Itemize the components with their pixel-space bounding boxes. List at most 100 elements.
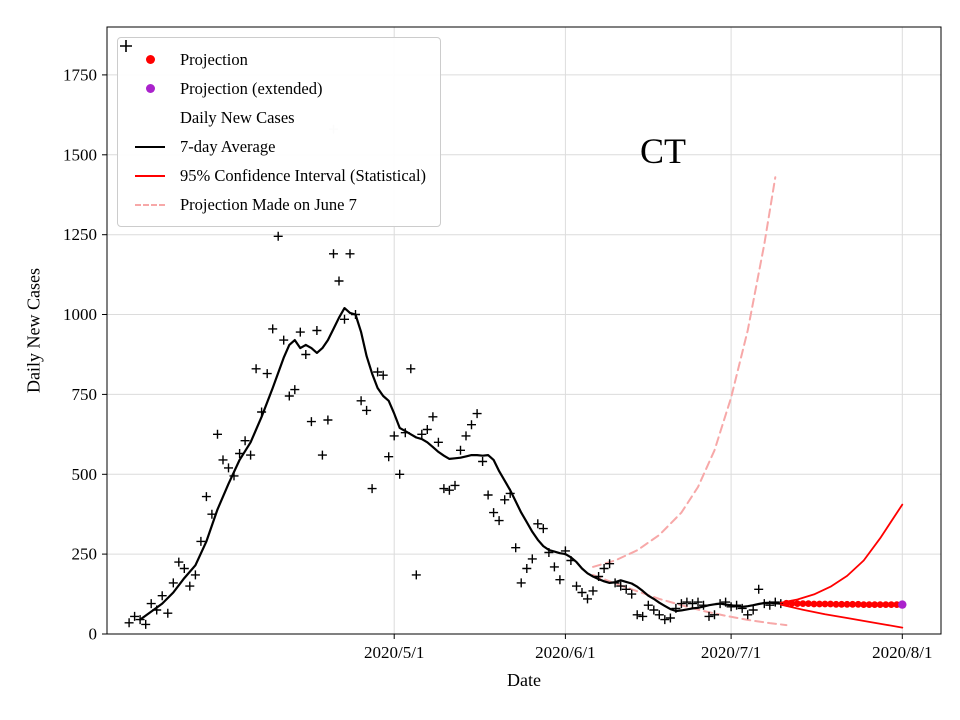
scatter-plus-marker <box>395 469 405 479</box>
scatter-plus-marker <box>522 564 532 573</box>
x-tick-label: 2020/7/1 <box>701 643 761 662</box>
scatter-plus-marker <box>649 605 659 615</box>
scatter-plus-marker <box>417 429 427 439</box>
scatter-plus-marker <box>450 480 460 490</box>
scatter-plus-marker <box>268 324 278 334</box>
y-tick-label: 250 <box>72 545 98 564</box>
scatter-dot-marker <box>816 600 823 608</box>
scatter-plus-marker <box>588 586 598 596</box>
scatter-plus-marker <box>483 490 493 500</box>
scatter-plus-marker <box>146 599 156 609</box>
scatter-plus-marker <box>616 581 626 591</box>
scatter-plus-marker <box>279 335 289 345</box>
scatter-plus-marker <box>246 450 256 460</box>
red-line-marker-icon <box>128 174 172 177</box>
scatter-plus-marker <box>660 615 670 625</box>
scatter-plus-marker <box>627 589 637 599</box>
pink-dashed-marker-icon <box>128 203 172 206</box>
scatter-plus-marker <box>185 581 195 591</box>
scatter-plus-marker <box>439 484 449 494</box>
scatter-plus-marker <box>124 618 134 628</box>
scatter-plus-marker <box>306 417 316 427</box>
series-line <box>592 573 788 627</box>
scatter-plus-marker <box>494 516 504 526</box>
scatter-plus-marker <box>329 249 338 259</box>
scatter-plus-marker <box>141 619 151 629</box>
scatter-plus-marker <box>748 605 758 615</box>
scatter-plus-marker <box>527 554 537 564</box>
series-line <box>139 307 782 621</box>
y-tick-label: 500 <box>72 465 98 484</box>
scatter-plus-marker <box>290 385 300 395</box>
scatter-plus-marker <box>163 608 173 618</box>
scatter-plus-marker <box>654 610 664 620</box>
scatter-plus-marker <box>704 611 714 621</box>
scatter-dot-marker <box>849 600 856 608</box>
scatter-plus-marker <box>157 591 167 601</box>
scatter-plus-marker <box>411 570 421 580</box>
scatter-plus-marker <box>428 412 438 422</box>
plot-border <box>106 26 942 635</box>
scatter-plus-marker <box>168 578 178 588</box>
scatter-plus-marker <box>356 396 366 406</box>
legend-label: Projection Made on June 7 <box>180 194 357 214</box>
series <box>124 124 907 629</box>
scatter-plus-marker <box>693 597 703 607</box>
scatter-plus-marker <box>478 457 488 466</box>
scatter-plus-marker <box>174 557 184 567</box>
scatter-plus-marker <box>489 508 499 518</box>
scatter-plus-marker <box>638 611 648 621</box>
scatter-dot-marker <box>854 600 862 608</box>
scatter-plus-marker <box>632 610 642 620</box>
scatter-plus-marker <box>754 584 764 594</box>
legend-label: 7-day Average <box>180 136 276 156</box>
series-line <box>779 503 904 604</box>
y-axis-label: Daily New Cases <box>23 268 44 393</box>
scatter-dot-marker <box>871 601 879 608</box>
legend-item-daily-new-cases: Daily New Cases <box>120 40 426 132</box>
series-line <box>779 603 904 629</box>
scatter-plus-marker <box>621 584 631 594</box>
scatter-plus-marker <box>682 597 692 607</box>
scatter-plus-marker <box>461 431 471 441</box>
scatter-plus-marker <box>240 436 250 446</box>
scatter-plus-marker <box>583 594 592 604</box>
legend-label: Projection (extended) <box>180 78 323 98</box>
scatter-plus-marker <box>676 599 686 609</box>
legend: Projection Projection (extended) Daily N… <box>117 37 442 227</box>
scatter-plus-marker <box>130 611 140 621</box>
scatter-plus-marker <box>599 564 609 573</box>
scatter-plus-marker <box>577 588 587 597</box>
scatter-plus-marker <box>201 492 211 502</box>
y-tick-label: 1500 <box>63 145 97 164</box>
x-axis-label: Date <box>507 670 541 690</box>
scatter-dot-marker <box>843 600 851 608</box>
scatter-plus-marker <box>340 314 349 324</box>
scatter-plus-marker <box>262 369 272 379</box>
scatter-plus-marker <box>334 276 344 286</box>
scatter-plus-marker <box>710 610 719 620</box>
scatter-plus-marker <box>406 364 416 374</box>
chart-title: CT <box>639 131 686 171</box>
scatter-dot-marker <box>865 601 873 608</box>
scatter-dot-marker <box>821 600 829 608</box>
scatter-plus-marker <box>179 564 189 573</box>
legend-label: 95% Confidence Interval (Statistical) <box>180 165 427 185</box>
scatter-plus-marker <box>533 519 543 529</box>
x-tick-label: 2020/6/1 <box>535 643 595 662</box>
scatter-plus-marker <box>196 536 206 546</box>
scatter-dot-marker <box>887 601 895 608</box>
legend-item-june7-projection: Projection Made on June 7 <box>128 190 426 219</box>
scatter-plus-marker <box>665 613 675 623</box>
x-tick-label: 2020/8/1 <box>872 643 932 662</box>
scatter-plus-marker <box>737 603 747 613</box>
scatter-dot-marker <box>860 601 868 608</box>
black-line-marker-icon <box>128 145 172 148</box>
red-dot-marker-icon <box>128 55 172 64</box>
scatter-dot-marker <box>827 600 834 608</box>
scatter-plus-marker <box>213 429 222 439</box>
scatter-plus-marker <box>572 581 581 591</box>
scatter-dot-marker <box>838 600 845 608</box>
scatter-plus-marker <box>511 543 521 553</box>
